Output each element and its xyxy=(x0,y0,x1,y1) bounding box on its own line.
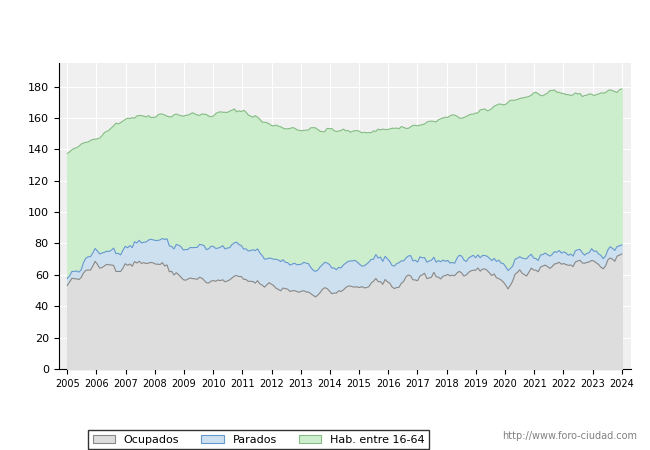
Text: http://www.foro-ciudad.com: http://www.foro-ciudad.com xyxy=(502,431,637,441)
Legend: Ocupados, Parados, Hab. entre 16-64: Ocupados, Parados, Hab. entre 16-64 xyxy=(88,430,429,449)
Text: Aguilar de Segarra - Evolucion de la poblacion en edad de Trabajar Mayo de 2024: Aguilar de Segarra - Evolucion de la pob… xyxy=(6,20,644,34)
